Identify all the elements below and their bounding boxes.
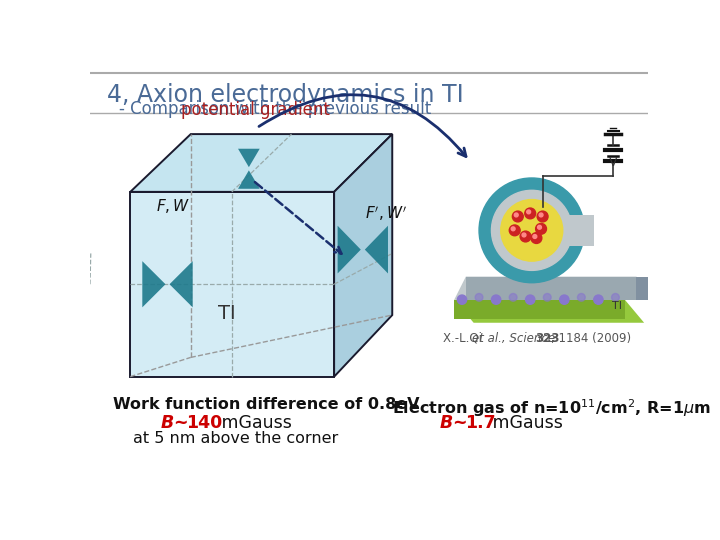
Circle shape [457, 295, 467, 304]
Circle shape [522, 233, 526, 237]
Polygon shape [454, 300, 644, 323]
Text: Electron gas of n=10$^{11}$/cm$^2$, R=1$\mu$m: Electron gas of n=10$^{11}$/cm$^2$, R=1$… [392, 397, 711, 419]
Text: potential gradient: potential gradient [181, 100, 330, 119]
Circle shape [536, 224, 546, 234]
Circle shape [511, 227, 515, 231]
Text: et al., Science: et al., Science [472, 332, 559, 345]
Text: mGauss: mGauss [487, 414, 562, 433]
Polygon shape [454, 276, 652, 300]
Circle shape [479, 178, 585, 283]
Circle shape [492, 295, 500, 304]
Text: , 1184 (2009): , 1184 (2009) [551, 332, 631, 345]
Text: mGauss: mGauss [215, 414, 292, 433]
Circle shape [537, 211, 548, 222]
Circle shape [492, 190, 572, 271]
Circle shape [533, 234, 537, 239]
Text: Work function difference of 0.8eV: Work function difference of 0.8eV [113, 397, 420, 413]
Text: $F, W$: $F, W$ [156, 197, 190, 215]
FancyArrowPatch shape [259, 94, 466, 157]
Circle shape [611, 294, 619, 301]
Circle shape [577, 294, 585, 301]
Polygon shape [130, 192, 334, 377]
Text: ~: ~ [174, 414, 194, 433]
Text: X.-L.Qi: X.-L.Qi [443, 332, 485, 345]
Polygon shape [569, 215, 594, 246]
Polygon shape [130, 134, 392, 192]
Polygon shape [365, 226, 388, 273]
Circle shape [594, 295, 603, 304]
Polygon shape [143, 261, 166, 307]
Text: at 5 nm above the corner: at 5 nm above the corner [132, 431, 338, 447]
Polygon shape [636, 276, 652, 300]
Text: $\bfit{B}$: $\bfit{B}$ [438, 414, 453, 433]
Circle shape [539, 213, 543, 217]
Circle shape [475, 294, 483, 301]
Text: TI: TI [613, 301, 622, 311]
Text: TI: TI [218, 303, 235, 323]
Text: V: V [609, 156, 617, 168]
Circle shape [559, 295, 569, 304]
Circle shape [500, 200, 563, 261]
Circle shape [509, 294, 517, 301]
Polygon shape [454, 300, 625, 319]
Circle shape [525, 208, 536, 219]
Polygon shape [334, 134, 392, 377]
Text: $F', W'$: $F', W'$ [365, 204, 408, 222]
Circle shape [538, 225, 541, 229]
Polygon shape [466, 276, 636, 300]
Text: 1.7: 1.7 [465, 414, 496, 433]
Polygon shape [338, 226, 361, 273]
Circle shape [514, 213, 518, 217]
Circle shape [509, 225, 520, 236]
Circle shape [513, 211, 523, 222]
Text: - Comparison with the previous result: - Comparison with the previous result [120, 100, 432, 118]
Polygon shape [169, 261, 193, 307]
Circle shape [520, 231, 531, 242]
Polygon shape [238, 170, 260, 189]
FancyArrowPatch shape [255, 182, 341, 254]
Circle shape [544, 294, 551, 301]
Circle shape [531, 233, 542, 244]
Text: 140: 140 [186, 414, 222, 433]
Circle shape [526, 295, 535, 304]
Text: ~: ~ [453, 414, 473, 433]
Circle shape [527, 210, 531, 214]
Polygon shape [238, 148, 260, 167]
Text: $\bfit{B}$: $\bfit{B}$ [160, 414, 174, 433]
Text: 323: 323 [536, 332, 560, 345]
Text: 4, Axion electrodynamics in TI: 4, Axion electrodynamics in TI [107, 83, 464, 107]
